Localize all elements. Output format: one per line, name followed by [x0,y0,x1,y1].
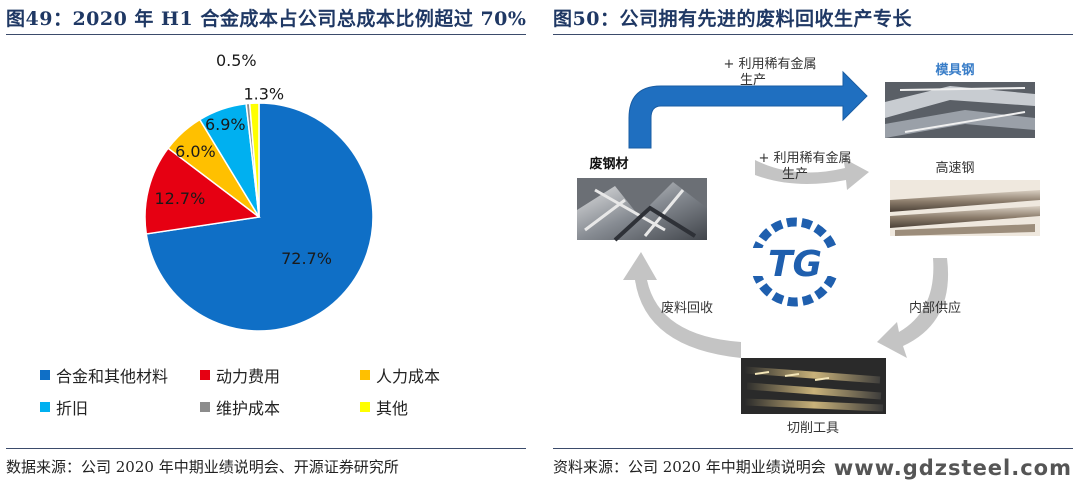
cutting-tools-image [741,358,886,414]
left-panel-source: 数据来源：公司 2020 年中期业绩说明会、开源证券研究所 [6,458,399,476]
legend-item-depreciation: 折旧 [40,395,88,419]
legend-label-maintenance: 维护成本 [216,399,281,418]
right-panel-title: 图50：公司拥有先进的废料回收生产专长 [553,8,912,30]
legend-swatch-alloy [40,370,50,380]
pie-label-maintenance: 0.5% [216,51,257,70]
recycling-diagram: + 利用稀有金属 生产 + 利用稀有金属 生产 内部供应 废料回收 废钢材 模具… [577,56,1040,436]
legend-swatch-maintenance [200,402,210,412]
left-arrow-label: 废料回收 [661,300,713,316]
pie-label-depreciation: 6.9% [205,115,246,134]
right-title-rule [553,34,1073,35]
pie-label-other: 1.3% [243,84,284,103]
legend-item-labor: 人力成本 [360,363,440,387]
legend-swatch-labor [360,370,370,380]
hss-image [890,180,1040,236]
gray-middle-arrow [755,158,869,190]
blue-process-arrow [628,70,868,149]
pie-label-alloy: 72.7% [281,249,332,268]
legend-item-power: 动力费用 [200,363,280,387]
legend-label-alloy: 合金和其他材料 [56,367,169,386]
left-title-rule [6,34,526,35]
pie-chart: 72.7% 12.7% 6.0% 6.9% 0.5% 1.3% [144,51,374,332]
legend-swatch-power [200,370,210,380]
legend-label-labor: 人力成本 [376,367,441,386]
gray-right-arrow [877,258,949,358]
scrap-steel-image [577,178,707,242]
left-source-rule [6,448,526,449]
mold-steel-label: 模具钢 [935,62,974,78]
legend-item-maintenance: 维护成本 [200,395,280,419]
cutting-tools-label: 切削工具 [787,421,839,436]
right-arrow-label: 内部供应 [909,300,961,316]
pie-label-power: 12.7% [154,189,205,208]
hss-label: 高速钢 [935,160,974,176]
mid-arrow-label-1: + 利用稀有金属 [758,150,851,166]
legend-label-power: 动力费用 [216,367,281,386]
left-panel-title: 图49：2020 年 H1 合金成本占公司总成本比例超过 70% [6,8,527,30]
gray-left-arrow [623,252,741,358]
right-source-rule [553,448,1073,449]
pie-slice-power [144,147,261,235]
legend-swatch-depreciation [40,402,50,412]
legend-item-other: 其他 [360,395,408,419]
tg-logo-text: TG [768,244,822,285]
legend-label-depreciation: 折旧 [56,399,89,418]
watermark: www.gdzsteel.com [833,456,1072,480]
legend-swatch-other [360,402,370,412]
mold-steel-image [885,82,1035,138]
top-arrow-label-1: + 利用稀有金属 [723,56,816,72]
legend-item-alloy: 合金和其他材料 [40,363,168,387]
top-arrow-label-2: 生产 [740,73,766,88]
mid-arrow-label-2: 生产 [782,167,808,182]
scrap-steel-label: 废钢材 [589,156,628,172]
pie-slice-other [248,102,260,218]
right-panel-source: 资料来源：公司 2020 年中期业绩说明会 [553,458,826,476]
pie-label-labor: 6.0% [175,142,216,161]
tg-logo: TG [737,217,853,307]
legend-label-other: 其他 [376,399,409,418]
